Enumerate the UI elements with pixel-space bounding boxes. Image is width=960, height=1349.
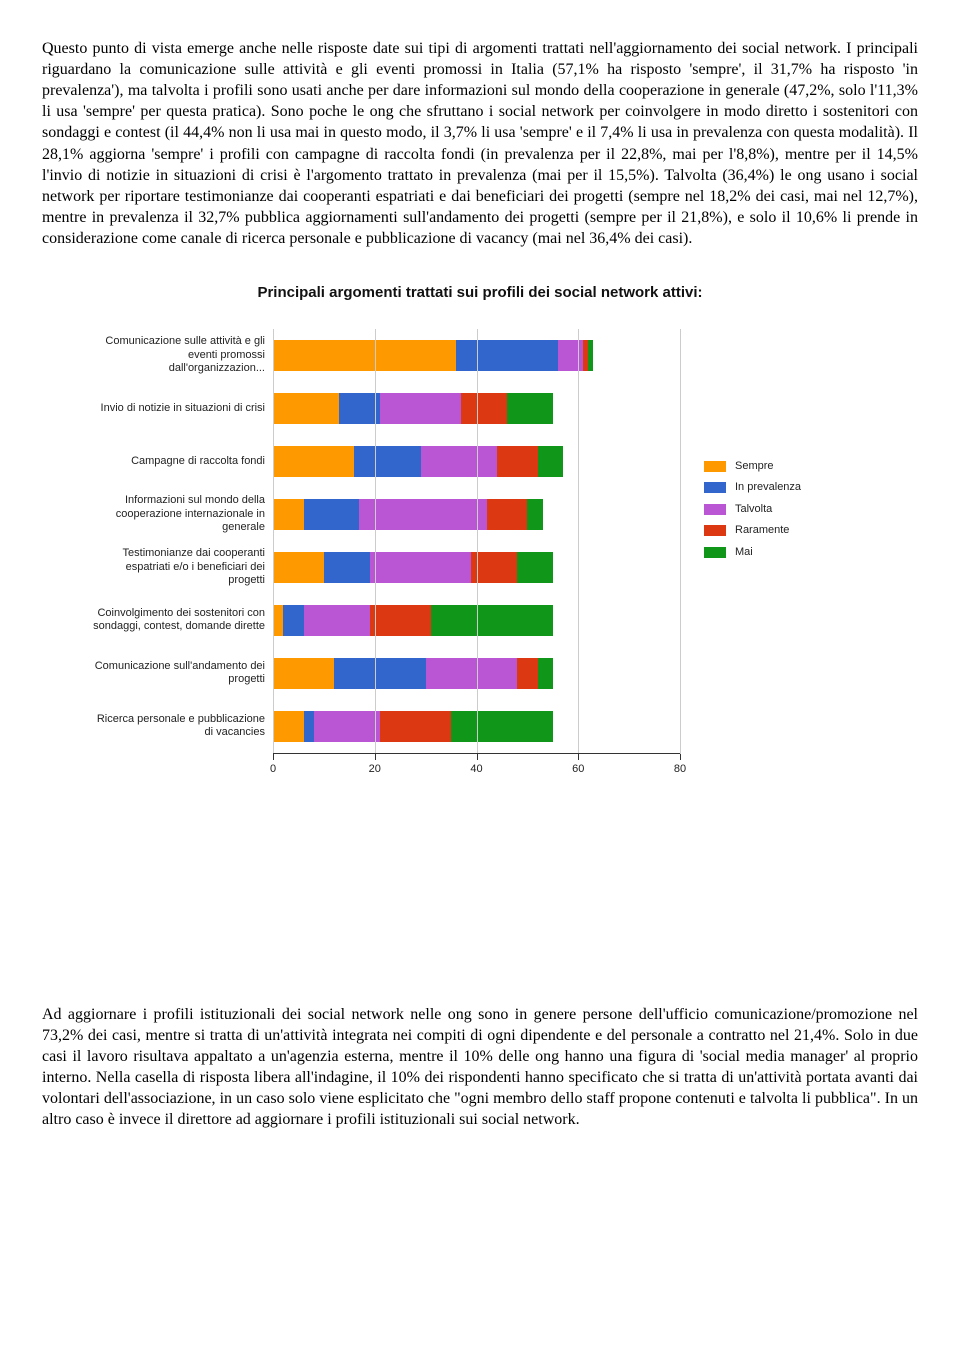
bar-segment [497, 446, 538, 477]
category-label: Informazioni sul mondo della cooperazion… [90, 494, 273, 535]
bar-segment [517, 658, 537, 689]
chart-row: Invio di notizie in situazioni di crisi [90, 382, 680, 435]
chart-row: Coinvolgimento dei sostenitori con sonda… [90, 594, 680, 647]
bar-segment [273, 552, 324, 583]
legend-item: In prevalenza [704, 480, 801, 495]
bar-segment [456, 340, 558, 371]
chart-plot: Comunicazione sulle attività e gli event… [90, 329, 680, 784]
bar-segment [487, 499, 528, 530]
bar-segment [273, 446, 354, 477]
bar-segment [273, 658, 334, 689]
x-tick-label: 40 [470, 762, 482, 777]
stacked-bar [273, 340, 593, 371]
bar-segment [273, 711, 304, 742]
bar-segment [304, 499, 360, 530]
category-label: Testimonianze dai cooperanti espatriati … [90, 547, 273, 588]
legend-swatch [704, 461, 726, 472]
legend-swatch [704, 547, 726, 558]
legend-item: Sempre [704, 459, 801, 474]
x-axis: 020406080 [273, 753, 680, 784]
bar-segment [538, 658, 553, 689]
chart-row: Campagne di raccolta fondi [90, 435, 680, 488]
paragraph-2: Ad aggiornare i profili istituzionali de… [42, 1004, 918, 1131]
chart-row: Testimonianze dai cooperanti espatriati … [90, 541, 680, 594]
bar-segment [370, 605, 431, 636]
chart-container: Principali argomenti trattati sui profil… [90, 283, 870, 784]
bar-segment [273, 605, 283, 636]
bar-segment [370, 552, 472, 583]
stacked-bar [273, 711, 553, 742]
legend-swatch [704, 525, 726, 536]
legend-swatch [704, 504, 726, 515]
bar-segment [314, 711, 380, 742]
bar-segment [324, 552, 370, 583]
bar-segment [273, 340, 456, 371]
bar-segment [461, 393, 507, 424]
stacked-bar [273, 605, 553, 636]
bar-segment [273, 499, 304, 530]
legend-item: Mai [704, 545, 801, 560]
bar-segment [527, 499, 542, 530]
category-label: Comunicazione sull'andamento dei progett… [90, 660, 273, 688]
legend-label: In prevalenza [735, 480, 801, 495]
bar-segment [507, 393, 553, 424]
chart-legend: Sempre In prevalenza Talvolta Raramente Mai [704, 459, 801, 567]
paragraph-1: Questo punto di vista emerge anche nelle… [42, 38, 918, 249]
bar-segment [359, 499, 486, 530]
chart-row: Informazioni sul mondo della cooperazion… [90, 488, 680, 541]
stacked-bar [273, 499, 543, 530]
category-label: Ricerca personale e pubblicazione di vac… [90, 713, 273, 741]
stacked-bar [273, 446, 563, 477]
bar-segment [283, 605, 303, 636]
bar-segment [558, 340, 583, 371]
chart-title: Principali argomenti trattati sui profil… [90, 283, 870, 303]
legend-label: Mai [735, 545, 753, 560]
bar-segment [538, 446, 563, 477]
chart-row: Comunicazione sull'andamento dei progett… [90, 647, 680, 700]
chart-row: Comunicazione sulle attività e gli event… [90, 329, 680, 382]
category-label: Comunicazione sulle attività e gli event… [90, 335, 273, 376]
bar-segment [354, 446, 420, 477]
bar-segment [380, 393, 461, 424]
bar-segment [517, 552, 553, 583]
x-tick-label: 20 [369, 762, 381, 777]
stacked-bar [273, 552, 553, 583]
x-tick-label: 0 [270, 762, 276, 777]
legend-label: Raramente [735, 523, 789, 538]
bar-segment [304, 711, 314, 742]
legend-label: Sempre [735, 459, 774, 474]
stacked-bar [273, 393, 553, 424]
bar-segment [431, 605, 553, 636]
legend-label: Talvolta [735, 502, 772, 517]
legend-swatch [704, 482, 726, 493]
category-label: Coinvolgimento dei sostenitori con sonda… [90, 607, 273, 635]
x-tick-label: 80 [674, 762, 686, 777]
bar-segment [451, 711, 553, 742]
bar-segment [334, 658, 426, 689]
chart-row: Ricerca personale e pubblicazione di vac… [90, 700, 680, 753]
bar-segment [588, 340, 593, 371]
legend-item: Talvolta [704, 502, 801, 517]
bar-segment [421, 446, 497, 477]
bar-segment [304, 605, 370, 636]
bar-segment [339, 393, 380, 424]
stacked-bar [273, 658, 553, 689]
category-label: Campagne di raccolta fondi [90, 455, 273, 469]
bar-segment [273, 393, 339, 424]
bar-segment [471, 552, 517, 583]
x-tick-label: 60 [572, 762, 584, 777]
bar-segment [426, 658, 518, 689]
legend-item: Raramente [704, 523, 801, 538]
bar-segment [380, 711, 451, 742]
category-label: Invio di notizie in situazioni di crisi [90, 402, 273, 416]
